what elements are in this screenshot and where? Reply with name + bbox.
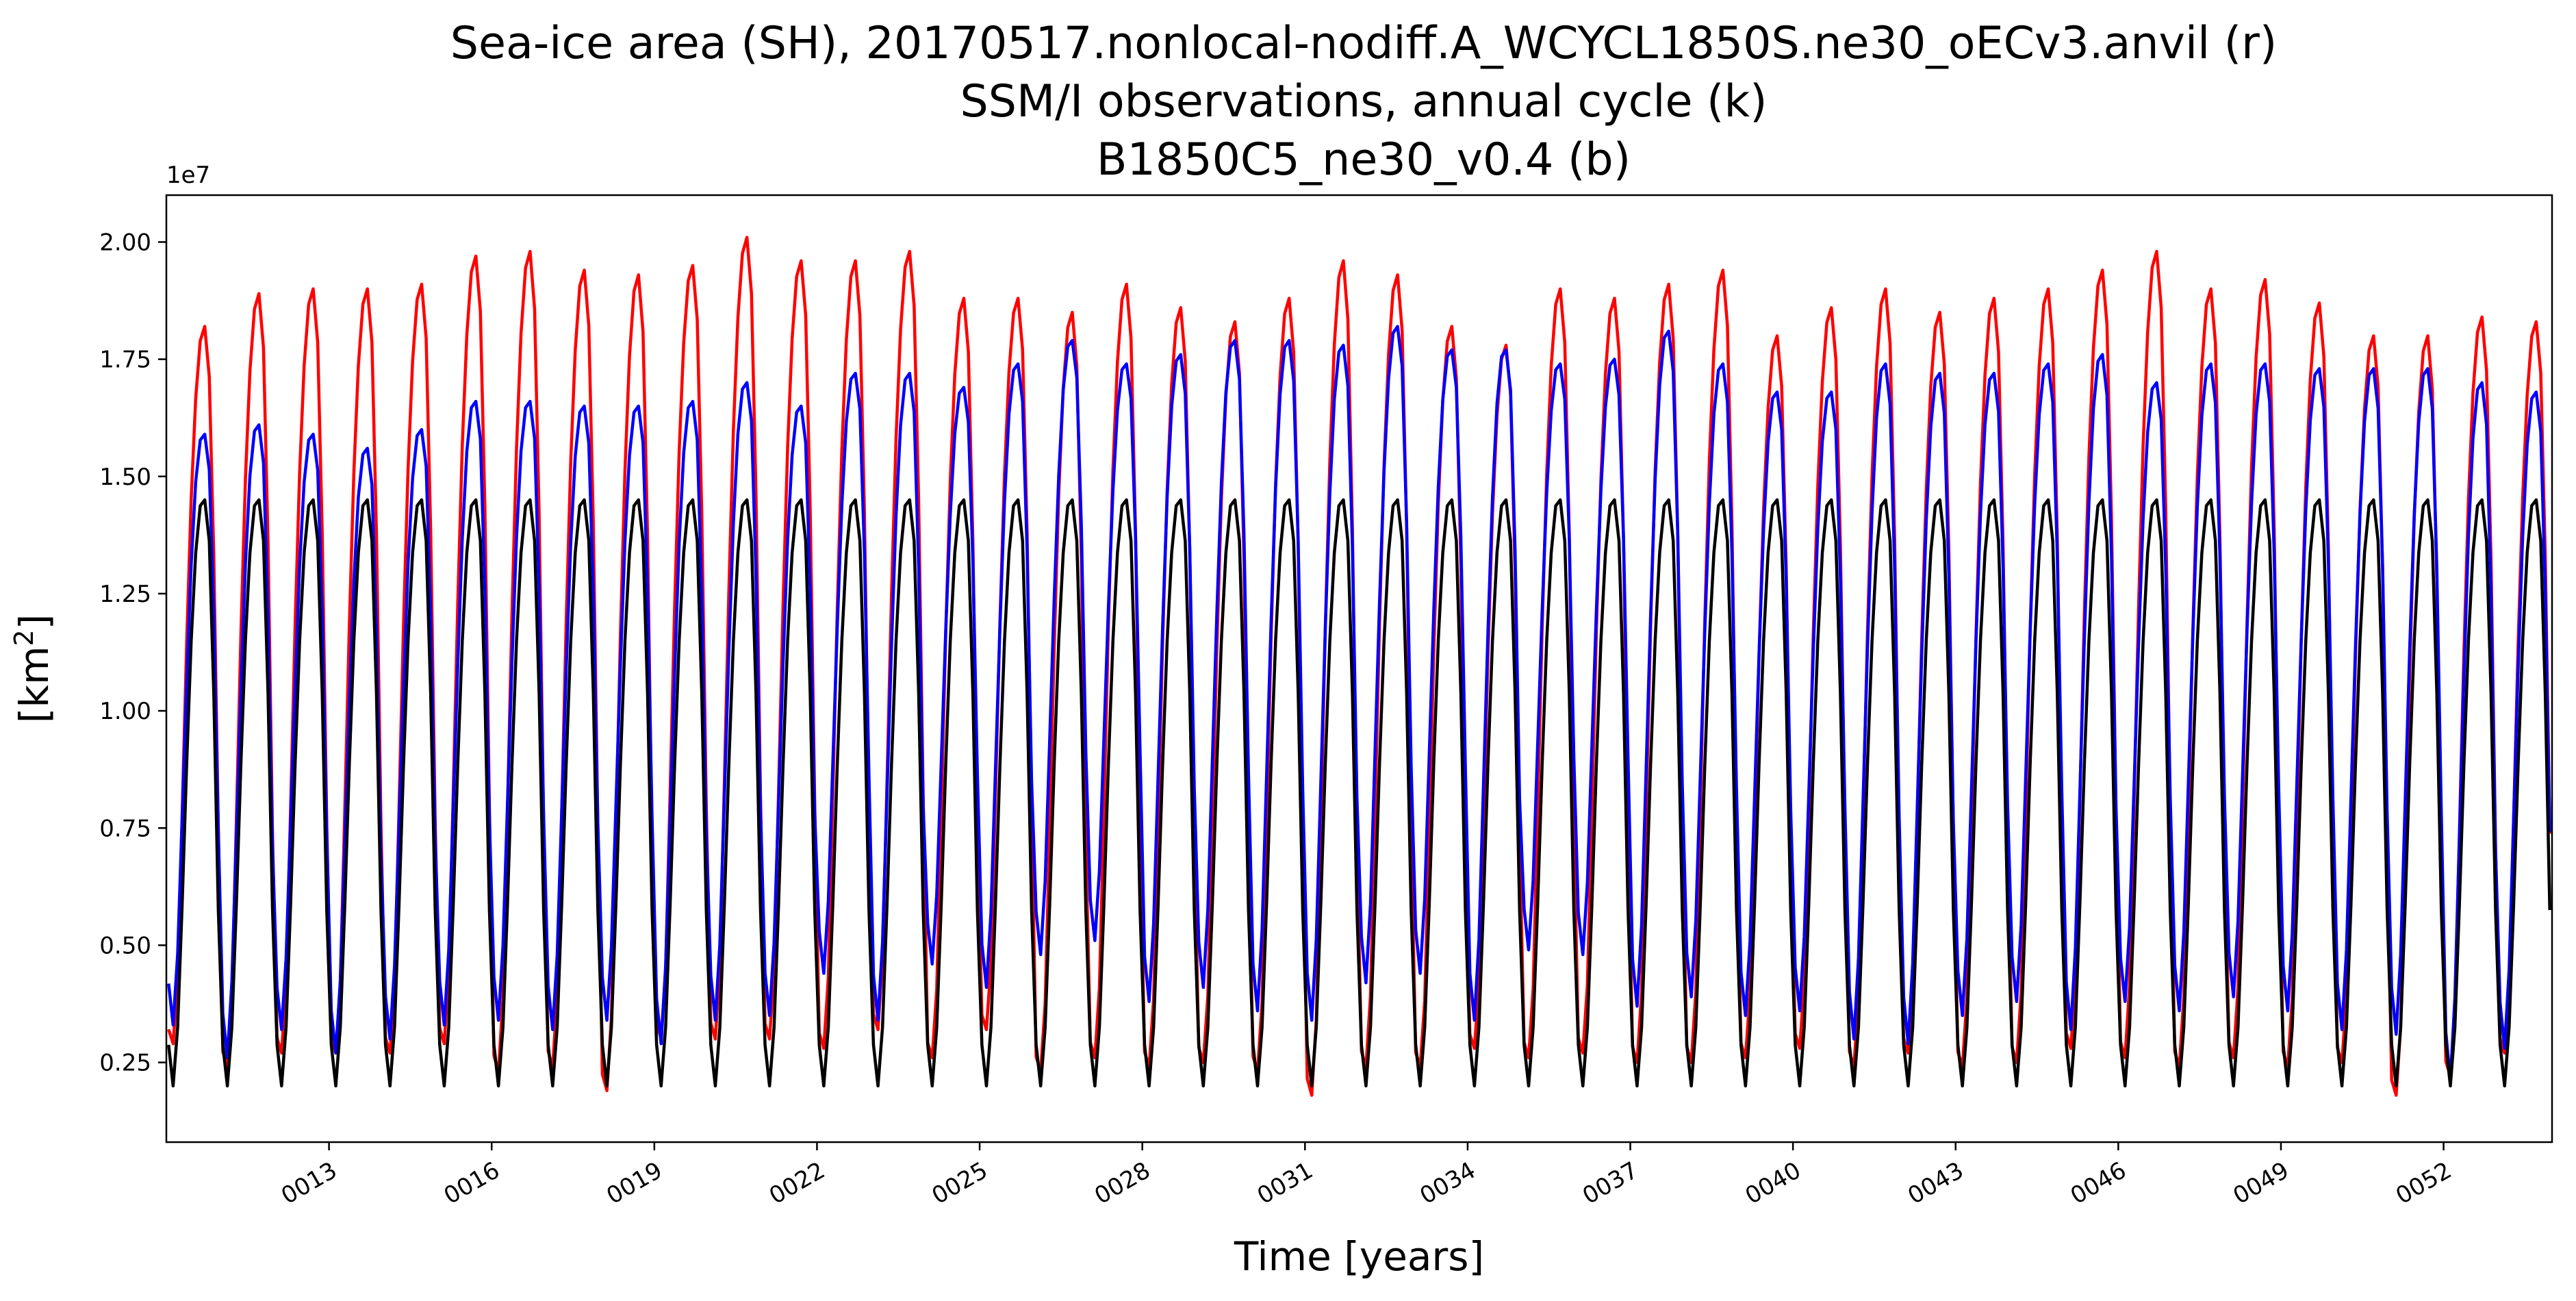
y-axis-ticks: 0.25 0.50 0.75 1.00 1.25 1.50 1.75 2.00 xyxy=(99,229,166,1077)
x-tick-label: 0049 xyxy=(2229,1157,2294,1210)
y-tick-label: 1.50 xyxy=(99,464,151,491)
y-tick-label: 0.25 xyxy=(99,1050,151,1077)
y-axis-label-end: ] xyxy=(11,614,58,630)
x-axis-ticks: 0013 0016 0019 0022 0025 0028 0031 0034 0037 0040… xyxy=(277,1142,2456,1210)
y-tick-label: 1.25 xyxy=(99,581,151,608)
title-line-2: SSM/I observations, annual cycle (k) xyxy=(960,76,1768,127)
x-tick-label: 0052 xyxy=(2391,1157,2456,1210)
y-axis-label-sup: 2 xyxy=(9,629,39,646)
x-tick-label: 0025 xyxy=(928,1157,993,1210)
y-axis-label: [km2] xyxy=(9,614,58,724)
chart-title: Sea-ice area (SH), 20170517.nonlocal-nod… xyxy=(450,18,2277,186)
title-line-3: B1850C5_ne30_v0.4 (b) xyxy=(1097,134,1631,186)
series-line-2 xyxy=(167,325,2551,1083)
x-tick-label: 0016 xyxy=(439,1157,505,1210)
title-line-1: Sea-ice area (SH), 20170517.nonlocal-nod… xyxy=(450,18,2277,69)
y-axis-label-base: [km xyxy=(11,646,58,724)
x-tick-label: 0046 xyxy=(2066,1157,2131,1210)
y-axis-offset-label: 1e7 xyxy=(166,162,210,189)
series-line-3 xyxy=(167,498,2551,1088)
x-axis-label: Time [years] xyxy=(1234,1233,1484,1280)
y-tick-label: 0.75 xyxy=(99,815,151,842)
y-tick-label: 1.75 xyxy=(99,346,151,374)
y-tick-label: 1.00 xyxy=(99,698,151,725)
plot-area-frame xyxy=(165,194,2553,1144)
x-tick-label: 0019 xyxy=(602,1157,667,1210)
x-tick-label: 0034 xyxy=(1415,1157,1480,1210)
series-layer xyxy=(167,236,2551,1097)
x-tick-label: 0037 xyxy=(1578,1157,1643,1210)
y-tick-label: 0.50 xyxy=(99,932,151,959)
x-tick-label: 0040 xyxy=(1741,1157,1806,1210)
x-tick-label: 0013 xyxy=(277,1157,342,1210)
y-tick-label: 2.00 xyxy=(99,229,151,256)
x-tick-label: 0028 xyxy=(1090,1157,1155,1210)
x-tick-label: 0031 xyxy=(1253,1157,1318,1210)
x-tick-label: 0043 xyxy=(1903,1157,1968,1210)
x-tick-label: 0022 xyxy=(765,1157,830,1210)
